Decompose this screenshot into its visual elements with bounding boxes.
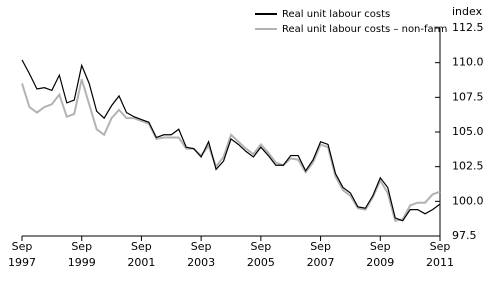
x-tick-label: Sep 1999 — [67, 240, 96, 269]
legend-label: Real unit labour costs – non-farm — [282, 24, 447, 35]
y-tick-label: 97.5 — [452, 229, 477, 242]
y-tick-label: 105.0 — [452, 125, 484, 138]
x-tick-label: Sep 2009 — [366, 240, 395, 269]
y-tick-label: 100.0 — [452, 194, 484, 207]
y-tick-label: 112.5 — [452, 21, 484, 34]
series-line — [21, 59, 441, 222]
y-tick-label: 102.5 — [452, 160, 484, 173]
x-tick-label: Sep 2001 — [127, 240, 156, 269]
x-tick-label: Sep 1997 — [8, 240, 36, 269]
x-tick-label: Sep 2005 — [246, 240, 275, 269]
x-tick-label: Sep 2003 — [187, 240, 216, 269]
x-tick-label: Sep 2007 — [306, 240, 335, 269]
legend-label: Real unit labour costs — [282, 9, 390, 20]
series-line — [21, 79, 441, 222]
x-tick-label: Sep 2011 — [426, 240, 454, 269]
y-tick-label: 110.0 — [452, 56, 484, 69]
y-tick-label: 107.5 — [452, 90, 484, 103]
y-axis-label: index — [452, 5, 483, 18]
